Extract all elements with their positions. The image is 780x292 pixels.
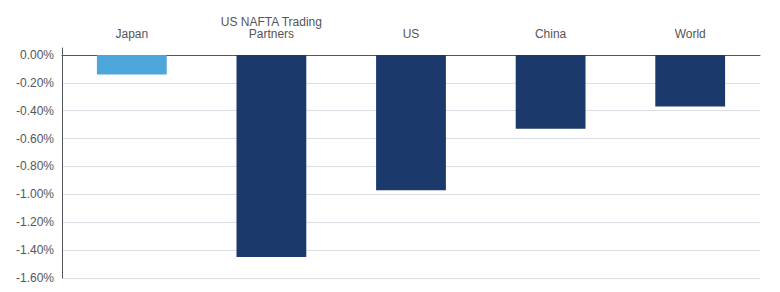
svg-text:World: World <box>675 27 706 41</box>
svg-text:US: US <box>403 27 420 41</box>
svg-text:-0.60%: -0.60% <box>16 132 54 146</box>
svg-text:-0.20%: -0.20% <box>16 76 54 90</box>
svg-text:-0.80%: -0.80% <box>16 159 54 173</box>
svg-text:-1.40%: -1.40% <box>16 243 54 257</box>
svg-text:0.00%: 0.00% <box>20 48 54 62</box>
svg-text:Partners: Partners <box>249 27 294 41</box>
svg-text:-1.20%: -1.20% <box>16 215 54 229</box>
svg-text:China: China <box>535 27 567 41</box>
svg-text:-1.60%: -1.60% <box>16 271 54 285</box>
svg-text:US NAFTA Trading: US NAFTA Trading <box>220 15 322 29</box>
svg-text:Japan: Japan <box>115 27 148 41</box>
svg-text:-1.00%: -1.00% <box>16 187 54 201</box>
svg-text:-0.40%: -0.40% <box>16 104 54 118</box>
